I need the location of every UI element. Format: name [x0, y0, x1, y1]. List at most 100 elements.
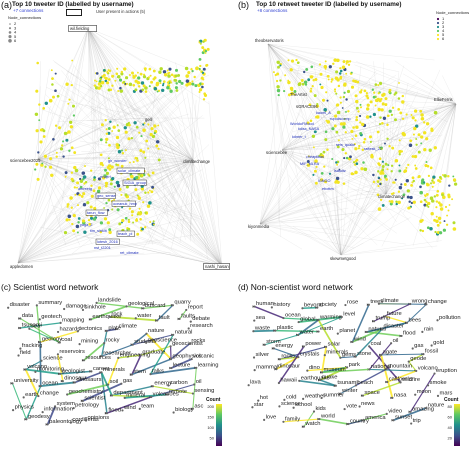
node — [159, 82, 162, 85]
word-label: gas — [414, 343, 423, 349]
word-label: natural — [175, 329, 193, 335]
node — [318, 63, 322, 66]
word-label: bees — [409, 317, 422, 323]
node — [205, 63, 209, 67]
node — [420, 135, 424, 139]
node — [153, 223, 155, 226]
node — [362, 141, 366, 144]
node — [120, 193, 123, 196]
word-label: school — [295, 402, 312, 408]
edge-line — [146, 230, 223, 267]
edge-line — [17, 102, 70, 264]
word-edge — [380, 354, 394, 399]
boxed-label-frame — [85, 209, 108, 216]
node — [39, 140, 43, 144]
edge-line — [292, 103, 457, 132]
word-label: volcano — [418, 365, 438, 371]
node — [320, 178, 324, 182]
node — [297, 82, 302, 87]
node — [381, 121, 384, 125]
word-node — [17, 354, 20, 357]
word-label: biology — [175, 407, 193, 413]
node — [343, 157, 346, 160]
edge-line — [281, 117, 408, 151]
node — [413, 126, 417, 131]
word-edge — [317, 319, 342, 359]
node — [134, 88, 138, 92]
edge-line — [259, 212, 358, 225]
node — [276, 85, 280, 89]
word-node — [282, 420, 285, 423]
node — [52, 137, 55, 141]
node — [72, 229, 76, 233]
word-label: talks — [152, 369, 164, 375]
node — [51, 83, 54, 86]
node — [107, 127, 111, 130]
node — [335, 176, 340, 181]
node — [425, 137, 429, 141]
node — [277, 65, 280, 69]
word-label: scientist — [84, 395, 105, 401]
node — [328, 65, 332, 69]
node — [438, 180, 442, 183]
word-node — [108, 315, 111, 318]
node — [325, 91, 328, 94]
node — [99, 221, 104, 225]
node — [336, 110, 341, 115]
node — [435, 215, 438, 218]
legend-value: 1 — [442, 16, 445, 21]
node — [344, 152, 348, 155]
word-node — [320, 396, 323, 400]
word-edge — [366, 321, 408, 333]
node — [67, 102, 70, 105]
user-label: kaomi_A — [316, 111, 331, 115]
node — [384, 142, 386, 145]
word-label: human — [256, 301, 274, 307]
edge-line — [123, 117, 153, 234]
node — [74, 193, 77, 196]
word-edge — [321, 346, 327, 373]
node — [425, 200, 428, 203]
word-node — [283, 398, 286, 401]
word-label: nasa — [394, 392, 407, 398]
edge-line — [281, 89, 374, 151]
node — [433, 110, 438, 115]
node — [107, 164, 112, 168]
node — [379, 81, 383, 85]
boxed-label-frame — [111, 200, 136, 207]
node — [65, 218, 69, 222]
edge-line — [340, 181, 441, 256]
node — [334, 90, 337, 93]
word-label: data — [22, 313, 34, 319]
panel-b-network: Node_connections123456theobservatorisEll… — [248, 10, 469, 261]
edge-line — [192, 159, 195, 197]
edge-line — [37, 86, 41, 160]
node — [353, 143, 356, 146]
edge-line — [171, 159, 194, 250]
node — [377, 107, 381, 112]
node — [313, 130, 317, 134]
node — [350, 85, 355, 89]
panel-a: (a) Top 10 tweeter ID (labelled by usern… — [0, 0, 236, 278]
node — [407, 206, 411, 210]
legend-tick: 50 — [210, 436, 215, 441]
panel-d-title-text: Non-scientist word network — [250, 282, 353, 292]
node — [398, 169, 402, 173]
edge-line — [37, 158, 184, 258]
node — [384, 162, 388, 166]
node — [359, 114, 362, 118]
edge-line — [281, 149, 327, 235]
word-label: pollution — [439, 315, 461, 321]
word-label: report — [188, 304, 204, 310]
word-edge — [352, 328, 383, 343]
word-edge — [406, 303, 427, 324]
word-label: tectonics — [79, 326, 102, 332]
edge-line — [281, 149, 325, 159]
node — [42, 129, 46, 133]
word-edge — [25, 368, 61, 375]
word-node — [380, 353, 383, 357]
node — [336, 163, 339, 166]
node — [184, 66, 189, 71]
node — [149, 132, 153, 137]
word-label: wind — [123, 405, 136, 411]
